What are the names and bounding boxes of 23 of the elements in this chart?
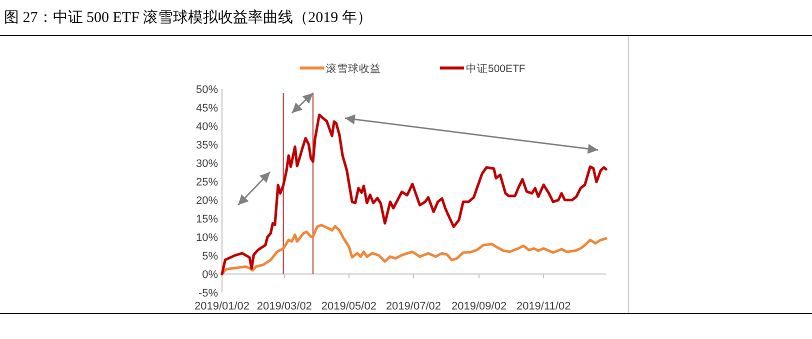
y-tick-label: 45%	[196, 102, 218, 114]
x-tick-label: 2019/01/02	[194, 300, 250, 312]
x-tick-label: 2019/05/02	[321, 300, 376, 312]
chart-title: 图 27：中证 500 ETF 滚雪球模拟收益率曲线（2019 年）	[4, 9, 372, 26]
y-tick-label: 35%	[196, 140, 218, 152]
legend-label: 滚雪球收益	[326, 62, 381, 75]
line-series	[220, 114, 608, 276]
x-tick-label: 2019/11/02	[516, 300, 571, 312]
y-tick-label: 30%	[196, 158, 218, 170]
y-tick-label: 10%	[196, 232, 218, 244]
line-series	[220, 224, 608, 276]
y-tick-label: -5%	[198, 288, 218, 300]
x-tick-label: 2019/03/02	[256, 300, 312, 312]
y-tick-label: 40%	[196, 121, 218, 133]
x-tick-label: 2019/09/02	[452, 300, 507, 312]
y-tick-label: 15%	[196, 214, 218, 226]
y-tick-label: 50%	[196, 84, 218, 96]
y-tick-label: 20%	[196, 195, 218, 207]
x-tick-label: 2019/07/02	[386, 300, 441, 312]
legend-label: 中证500ETF	[466, 62, 526, 75]
y-tick-label: 0%	[202, 269, 218, 281]
y-tick-label: 25%	[196, 176, 218, 188]
y-tick-label: 5%	[202, 250, 218, 262]
